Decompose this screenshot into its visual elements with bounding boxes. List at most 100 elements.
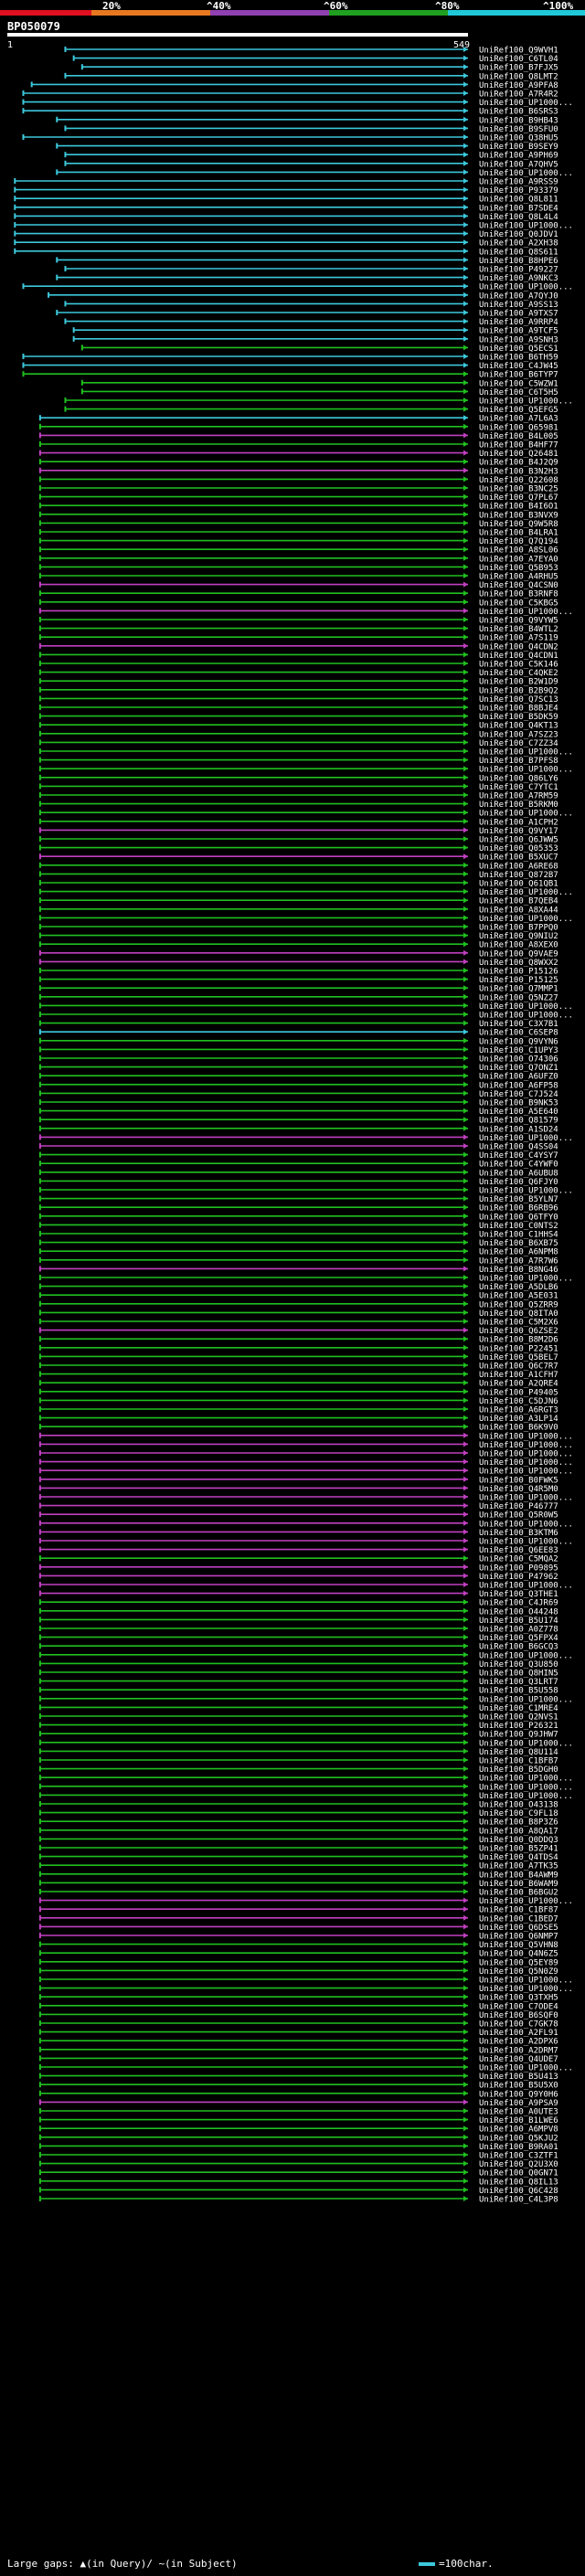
hit-start-mark <box>30 81 33 88</box>
hit-start-mark <box>38 1687 41 1693</box>
hit-label: UniRef100_Q8WXX2 <box>479 959 558 968</box>
hit-end-arrow <box>463 792 468 798</box>
hit-label: UniRef100_C5MQA2 <box>479 1555 558 1564</box>
hit-end-arrow <box>463 1914 468 1921</box>
hit-start-mark <box>38 1012 41 1017</box>
hit-end-arrow <box>463 1783 468 1789</box>
hit-end-arrow <box>463 1319 468 1324</box>
hit-start-mark <box>38 485 41 491</box>
hit-label: UniRef100_Q5VHN8 <box>479 1941 558 1950</box>
hit-end-arrow <box>463 1660 468 1667</box>
hit-start-mark <box>38 1529 41 1535</box>
hit-start-mark <box>38 642 41 649</box>
hit-end-arrow <box>463 985 468 991</box>
hit-start-mark <box>38 1801 41 1807</box>
hit-label: UniRef100_UP1000... <box>479 1775 573 1784</box>
hit-start-mark <box>14 248 16 254</box>
hit-label: UniRef100_Q872B7 <box>479 871 558 880</box>
hit-end-arrow <box>463 1195 468 1202</box>
hit-label: UniRef100_C5M2X6 <box>479 1319 558 1328</box>
hit-label: UniRef100_B5DK59 <box>479 713 558 722</box>
hit-end-arrow <box>463 581 468 588</box>
hit-end-arrow <box>463 1231 468 1236</box>
hit-end-arrow <box>463 2178 468 2184</box>
hit-start-mark <box>64 152 67 158</box>
hit-label: UniRef100_UP1000... <box>479 1432 573 1441</box>
hit-start-mark <box>38 1415 41 1421</box>
hit-start-mark <box>38 1933 41 1938</box>
hit-start-mark <box>38 1476 41 1482</box>
hit-label: UniRef100_Q4TDS4 <box>479 1853 558 1862</box>
hit-end-arrow <box>463 1327 468 1333</box>
hit-label: UniRef100_B8P3Z6 <box>479 1818 558 1828</box>
hit-end-arrow <box>463 1309 468 1316</box>
hit-label: UniRef100_B9SEY9 <box>479 143 558 152</box>
hit-end-arrow <box>463 1336 468 1342</box>
hit-end-arrow <box>463 1626 468 1631</box>
hit-end-arrow <box>463 2187 468 2193</box>
hit-end-arrow <box>463 1012 468 1017</box>
hit-start-mark <box>38 1494 41 1500</box>
hit-start-mark <box>38 2152 41 2157</box>
hit-start-mark <box>38 415 41 421</box>
hit-label: UniRef100_Q6FJY0 <box>479 1178 558 1187</box>
hit-label: UniRef100_C3X7B1 <box>479 1020 558 1029</box>
hit-end-arrow <box>463 292 468 298</box>
hit-start-mark <box>72 327 75 334</box>
hit-end-arrow <box>463 1388 468 1394</box>
hit-label: UniRef100_A2DRM7 <box>479 2046 558 2055</box>
hit-start-mark <box>64 266 67 271</box>
hit-end-arrow <box>463 1073 468 1079</box>
hit-end-arrow <box>463 283 468 290</box>
hit-end-arrow <box>463 932 468 938</box>
hit-start-mark <box>38 1739 41 1745</box>
hit-end-arrow <box>463 1344 468 1351</box>
hit-label: UniRef100_C4L3P8 <box>479 2196 558 2205</box>
hit-label: UniRef100_B6RB96 <box>479 1204 558 1214</box>
hit-end-arrow <box>463 2055 468 2062</box>
hit-label: UniRef100_Q8LMT2 <box>479 72 558 81</box>
hit-start-mark <box>38 949 41 956</box>
hit-end-arrow <box>463 1380 468 1386</box>
pct-label-80: ^80% <box>435 0 460 12</box>
hit-start-mark <box>22 99 25 105</box>
hit-end-arrow <box>463 1081 468 1087</box>
hit-start-mark <box>38 1651 41 1658</box>
hit-start-mark <box>38 2082 41 2088</box>
hit-end-arrow <box>463 1117 468 1123</box>
hit-start-mark <box>38 1380 41 1386</box>
hit-start-mark <box>38 1845 41 1850</box>
hit-label: UniRef100_B6TH59 <box>479 354 558 363</box>
hit-label: UniRef100_A9RSS9 <box>479 178 558 187</box>
hit-start-mark <box>38 1590 41 1596</box>
hit-label: UniRef100_Q05353 <box>479 844 558 853</box>
hit-label: UniRef100_Q6NMP7 <box>479 1933 558 1942</box>
hit-label: UniRef100_B9RA01 <box>479 2143 558 2152</box>
hit-start-mark <box>38 1327 41 1333</box>
hit-start-mark <box>38 1660 41 1667</box>
hit-label: UniRef100_Q61QB1 <box>479 880 558 889</box>
hit-label: UniRef100_A6NPM8 <box>479 1248 558 1257</box>
hit-end-arrow <box>463 2108 468 2114</box>
hit-end-arrow <box>463 1757 468 1763</box>
hit-label: UniRef100_Q8HIN5 <box>479 1670 558 1679</box>
hit-label: UniRef100_B7QEB4 <box>479 897 558 906</box>
hit-label: UniRef100_C1MRE4 <box>479 1704 558 1713</box>
hit-end-arrow <box>463 1897 468 1903</box>
hit-label: UniRef100_UP1000... <box>479 1187 573 1196</box>
hit-label: UniRef100_A7R4R2 <box>479 90 558 100</box>
hit-label: UniRef100_A6MPV8 <box>479 2125 558 2135</box>
hit-end-arrow <box>463 108 468 114</box>
hit-start-mark <box>38 493 41 500</box>
hit-end-arrow <box>463 2116 468 2123</box>
hit-label: UniRef100_Q9VYW5 <box>479 617 558 626</box>
hit-end-arrow <box>463 1266 468 1272</box>
hit-start-mark <box>38 1099 41 1105</box>
hit-start-mark <box>38 1195 41 1202</box>
hit-end-arrow <box>463 274 468 281</box>
hit-end-arrow <box>463 1406 468 1412</box>
hit-start-mark <box>38 1502 41 1509</box>
hit-label: UniRef100_B5U5X0 <box>479 2082 558 2091</box>
hit-end-arrow <box>463 1933 468 1938</box>
hit-end-arrow <box>463 1713 468 1719</box>
